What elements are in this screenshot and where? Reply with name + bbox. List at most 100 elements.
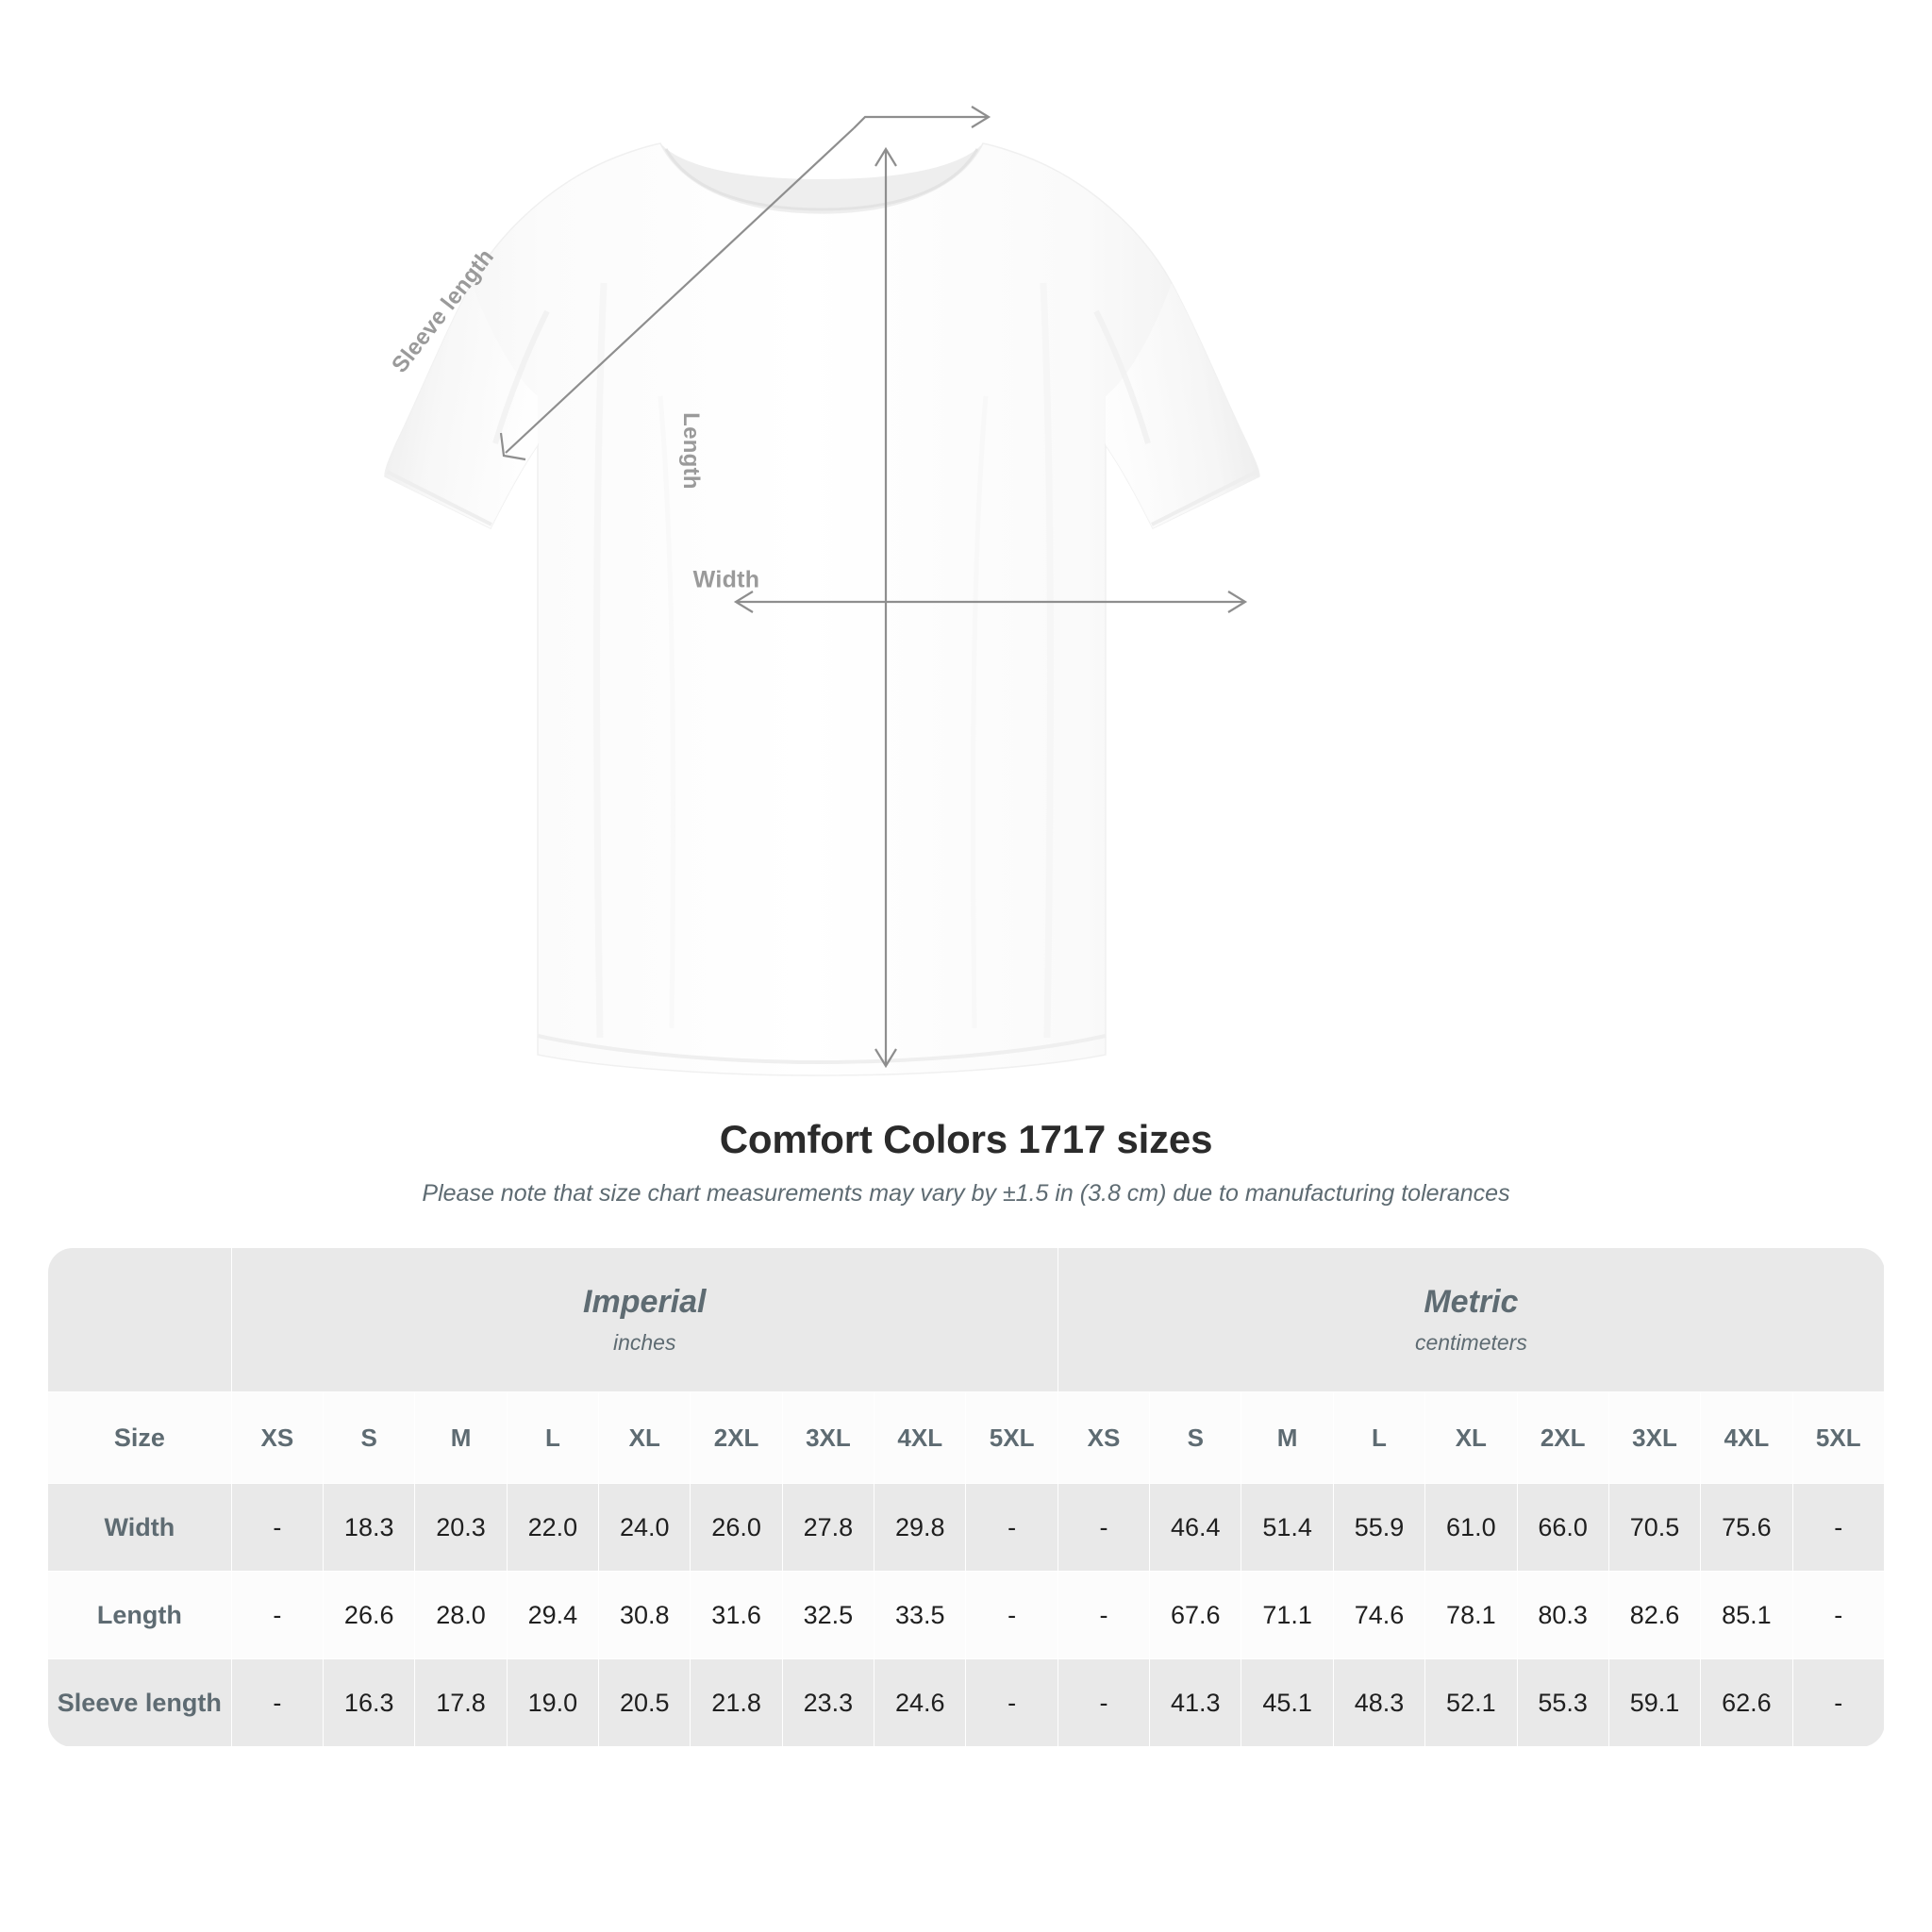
cell-width-imperial-4xl: 29.8	[874, 1483, 967, 1573]
title-block: Comfort Colors 1717 sizes Please note th…	[0, 1117, 1932, 1208]
cell-sleeve-length-metric-2xl: 55.3	[1516, 1658, 1609, 1748]
size-header-metric-m: M	[1241, 1391, 1334, 1485]
cell-width-imperial-xs: -	[230, 1483, 325, 1573]
cell-length-imperial-5xl: -	[965, 1571, 1058, 1660]
cell-sleeve-length-metric-xs: -	[1057, 1658, 1151, 1748]
cell-length-metric-l: 74.6	[1332, 1571, 1426, 1660]
size-header-metric-3xl: 3XL	[1607, 1391, 1702, 1485]
size-header-metric-l: L	[1332, 1391, 1426, 1485]
unit-subtitle: centimeters	[1414, 1330, 1527, 1356]
cell-sleeve-length-imperial-4xl: 24.6	[874, 1658, 967, 1748]
width-label: Width	[692, 566, 760, 593]
cell-sleeve-length-imperial-xl: 20.5	[598, 1658, 691, 1748]
cell-length-metric-s: 67.6	[1149, 1571, 1242, 1660]
cell-sleeve-length-imperial-5xl: -	[965, 1658, 1058, 1748]
size-header-imperial-2xl: 2XL	[690, 1391, 783, 1485]
cell-width-imperial-5xl: -	[965, 1483, 1058, 1573]
size-header-imperial-xl: XL	[598, 1391, 691, 1485]
cell-width-metric-5xl: -	[1791, 1483, 1886, 1573]
unit-header-spacer	[47, 1247, 232, 1393]
cell-width-metric-xl: 61.0	[1424, 1483, 1518, 1573]
cell-length-metric-5xl: -	[1791, 1571, 1886, 1660]
tshirt-diagram: Sleeve length Length Width	[384, 106, 1260, 1076]
cell-sleeve-length-imperial-3xl: 23.3	[781, 1658, 875, 1748]
cell-width-metric-s: 46.4	[1149, 1483, 1242, 1573]
cell-sleeve-length-metric-l: 48.3	[1332, 1658, 1426, 1748]
row-label-length: Length	[47, 1571, 232, 1660]
size-header-imperial-s: S	[323, 1391, 416, 1485]
cell-length-imperial-s: 26.6	[323, 1571, 416, 1660]
cell-length-imperial-xs: -	[230, 1571, 325, 1660]
unit-name: Imperial	[583, 1283, 707, 1320]
cell-sleeve-length-metric-xl: 52.1	[1424, 1658, 1518, 1748]
size-header-metric-5xl: 5XL	[1791, 1391, 1886, 1485]
size-chart-table: Imperial inches Metric centimeters Size XS S M L…	[47, 1247, 1886, 1748]
cell-sleeve-length-metric-m: 45.1	[1241, 1658, 1334, 1748]
table-row: Width -18.3 20.3 22.0 24.0 26.0 27.8 29.8- -46.4…	[47, 1483, 1886, 1573]
cell-length-imperial-3xl: 32.5	[781, 1571, 875, 1660]
size-header-imperial-3xl: 3XL	[781, 1391, 875, 1485]
cell-length-imperial-m: 28.0	[414, 1571, 508, 1660]
cell-sleeve-length-metric-4xl: 62.6	[1700, 1658, 1793, 1748]
measurement-guides	[499, 106, 1248, 1069]
cell-width-imperial-3xl: 27.8	[781, 1483, 875, 1573]
tshirt-illustration	[384, 106, 1260, 1076]
cell-length-metric-2xl: 80.3	[1516, 1571, 1609, 1660]
size-header-imperial-m: M	[414, 1391, 508, 1485]
cell-sleeve-length-imperial-m: 17.8	[414, 1658, 508, 1748]
cell-length-metric-m: 71.1	[1241, 1571, 1334, 1660]
length-guide	[874, 146, 897, 1069]
cell-width-metric-m: 51.4	[1241, 1483, 1334, 1573]
tolerance-note: Please note that size chart measurements…	[422, 1180, 1510, 1208]
cell-width-imperial-l: 22.0	[506, 1483, 600, 1573]
cell-sleeve-length-metric-3xl: 59.1	[1607, 1658, 1702, 1748]
cell-length-metric-4xl: 85.1	[1700, 1571, 1793, 1660]
cell-width-imperial-2xl: 26.0	[690, 1483, 783, 1573]
cell-width-imperial-m: 20.3	[414, 1483, 508, 1573]
cell-length-metric-xl: 78.1	[1424, 1571, 1518, 1660]
size-header-row: Size XS S M L XL 2XL 3XL 4XL 5XL XS S M L XL 2XL 3XL 4XL 5…	[47, 1391, 1886, 1485]
size-header-metric-xs: XS	[1057, 1391, 1151, 1485]
size-header-metric-s: S	[1149, 1391, 1242, 1485]
size-header-metric-4xl: 4XL	[1700, 1391, 1793, 1485]
width-guide	[733, 591, 1248, 613]
cell-sleeve-length-imperial-s: 16.3	[323, 1658, 416, 1748]
unit-header-metric: Metric centimeters	[1057, 1247, 1886, 1393]
size-header-imperial-4xl: 4XL	[874, 1391, 967, 1485]
cell-sleeve-length-imperial-xs: -	[230, 1658, 325, 1748]
size-header-metric-2xl: 2XL	[1516, 1391, 1609, 1485]
cell-width-imperial-s: 18.3	[323, 1483, 416, 1573]
cell-width-metric-l: 55.9	[1332, 1483, 1426, 1573]
row-label-width: Width	[47, 1483, 232, 1573]
unit-header-imperial: Imperial inches	[230, 1247, 1058, 1393]
cell-width-metric-3xl: 70.5	[1607, 1483, 1702, 1573]
page-title: Comfort Colors 1717 sizes	[719, 1117, 1213, 1161]
cell-length-imperial-4xl: 33.5	[874, 1571, 967, 1660]
cell-width-imperial-xl: 24.0	[598, 1483, 691, 1573]
size-header-metric-xl: XL	[1424, 1391, 1518, 1485]
cell-sleeve-length-metric-s: 41.3	[1149, 1658, 1242, 1748]
sleeve-length-guide	[499, 106, 991, 461]
tshirt-shape	[384, 142, 1260, 1076]
unit-header-row: Imperial inches Metric centimeters	[47, 1247, 1886, 1393]
table-row: Length -26.6 28.0 29.4 30.8 31.6 32.5 33.5- -67.…	[47, 1571, 1886, 1660]
cell-width-metric-xs: -	[1057, 1483, 1151, 1573]
cell-length-imperial-2xl: 31.6	[690, 1571, 783, 1660]
cell-length-metric-3xl: 82.6	[1607, 1571, 1702, 1660]
cell-width-metric-2xl: 66.0	[1516, 1483, 1609, 1573]
cell-sleeve-length-imperial-2xl: 21.8	[690, 1658, 783, 1748]
size-header-imperial-xs: XS	[230, 1391, 325, 1485]
size-header-label: Size	[47, 1391, 232, 1485]
size-header-imperial-l: L	[506, 1391, 600, 1485]
table-row: Sleeve length -16.3 17.8 19.0 20.5 21.8 23.3 24…	[47, 1658, 1886, 1748]
row-label-sleeve-length: Sleeve length	[47, 1658, 232, 1748]
size-header-imperial-5xl: 5XL	[965, 1391, 1058, 1485]
unit-name: Metric	[1424, 1283, 1519, 1320]
length-label: Length	[678, 412, 704, 490]
size-chart-table-wrap: Imperial inches Metric centimeters Size XS S M L…	[47, 1247, 1886, 1748]
unit-subtitle: inches	[612, 1330, 676, 1356]
cell-length-metric-xs: -	[1057, 1571, 1151, 1660]
cell-sleeve-length-metric-5xl: -	[1791, 1658, 1886, 1748]
cell-sleeve-length-imperial-l: 19.0	[506, 1658, 600, 1748]
cell-width-metric-4xl: 75.6	[1700, 1483, 1793, 1573]
